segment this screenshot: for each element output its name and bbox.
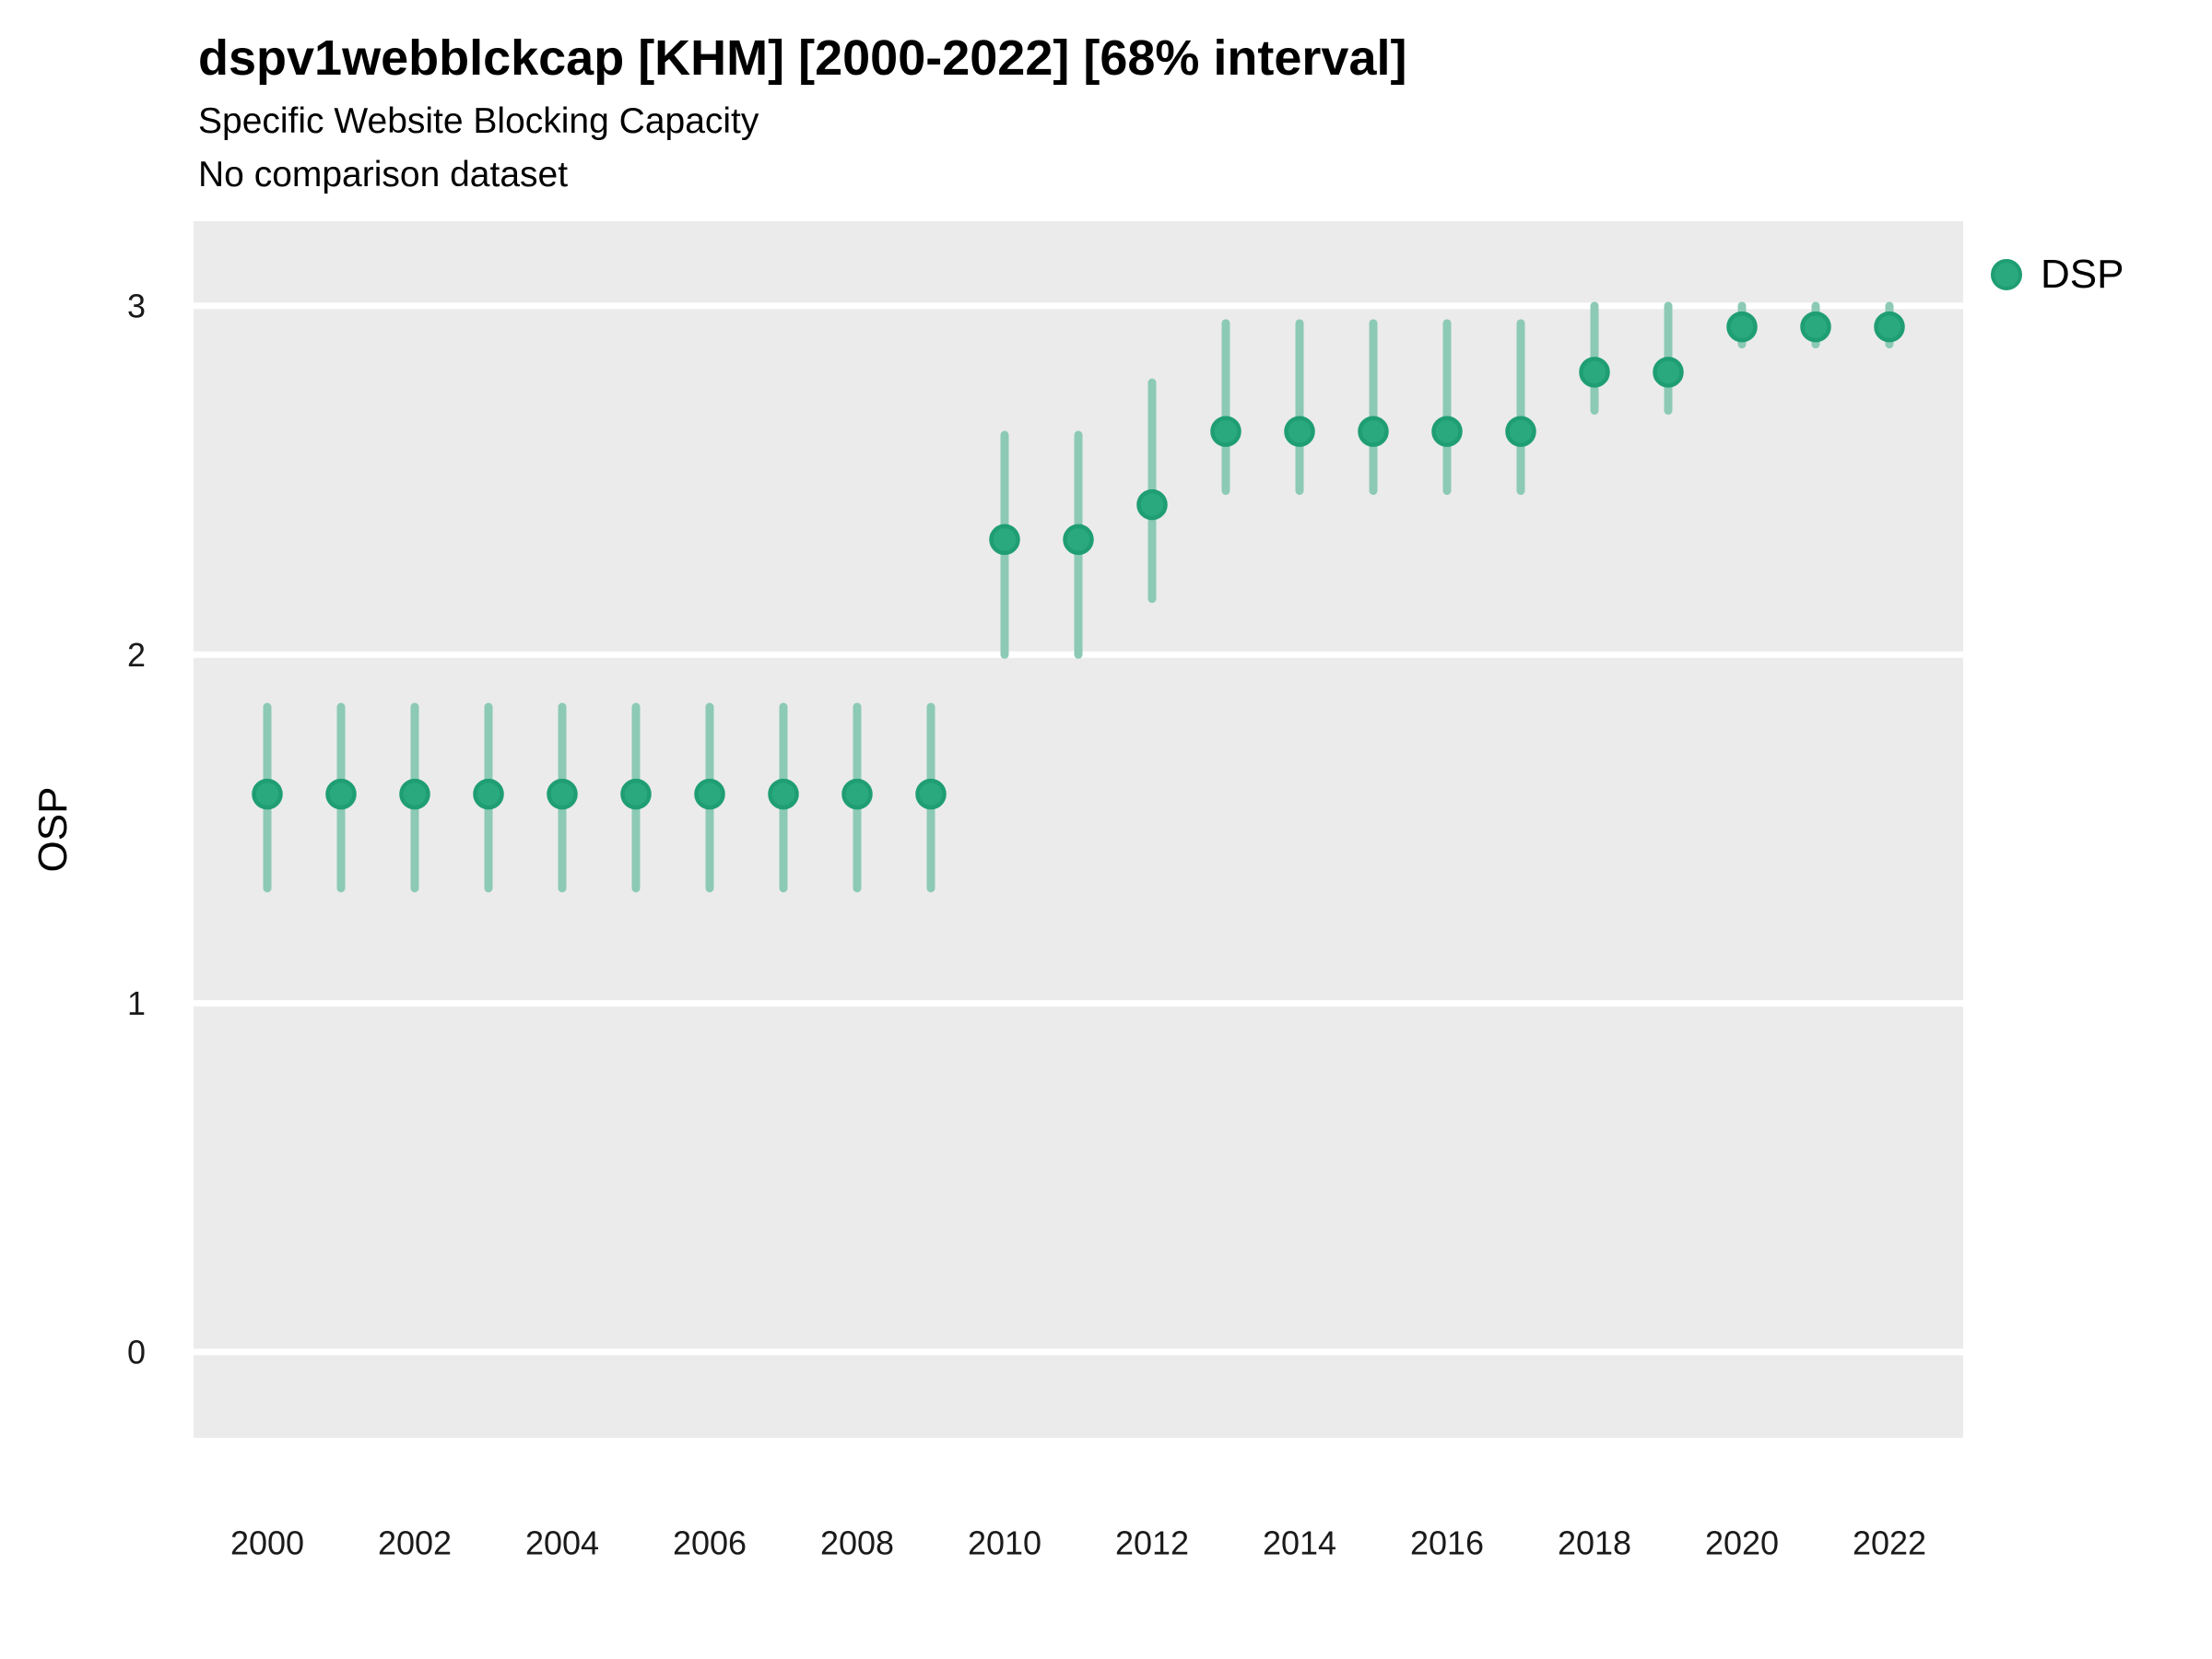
data-point-2013 (1210, 416, 1241, 447)
x-tick-label: 2008 (820, 1524, 894, 1562)
x-tick-label: 2018 (1558, 1524, 1631, 1562)
data-point-2022 (1874, 311, 1905, 343)
data-point-2015 (1358, 416, 1389, 447)
data-point-2000 (252, 778, 283, 810)
data-point-2019 (1653, 357, 1684, 388)
data-point-2020 (1726, 311, 1758, 343)
data-point-2001 (325, 778, 357, 810)
legend-series-label: DSP (2041, 252, 2124, 297)
chart-subtitle: Specific Website Blocking Capacity (198, 101, 759, 141)
x-tick-label: 2020 (1705, 1524, 1779, 1562)
y-tick-label: 0 (127, 1333, 146, 1371)
legend: DSP (1991, 254, 2124, 295)
legend-point-icon (1991, 259, 2022, 290)
data-point-2018 (1579, 357, 1610, 388)
data-point-2004 (547, 778, 578, 810)
x-tick-label: 2010 (968, 1524, 1041, 1562)
data-point-2005 (620, 778, 652, 810)
x-tick-label: 2002 (378, 1524, 452, 1562)
data-point-2016 (1431, 416, 1463, 447)
data-point-2011 (1063, 524, 1094, 556)
x-tick-label: 2006 (673, 1524, 747, 1562)
x-tick-label: 2004 (525, 1524, 599, 1562)
x-tick-label: 2000 (230, 1524, 304, 1562)
data-point-2014 (1284, 416, 1315, 447)
data-point-2008 (841, 778, 873, 810)
y-tick-label: 3 (127, 287, 146, 324)
panel-background (194, 221, 1963, 1438)
data-point-2003 (473, 778, 504, 810)
data-point-2012 (1136, 488, 1168, 521)
y-tick-label: 1 (127, 984, 146, 1022)
x-tick-label: 2022 (1853, 1524, 1926, 1562)
data-point-2010 (989, 524, 1020, 556)
x-tick-label: 2014 (1263, 1524, 1336, 1562)
data-point-2009 (915, 778, 947, 810)
x-tick-label: 2012 (1115, 1524, 1189, 1562)
data-point-2002 (399, 778, 430, 810)
data-point-2021 (1800, 311, 1831, 343)
data-point-2017 (1505, 416, 1536, 447)
chart-caption: No comparison dataset (198, 155, 569, 194)
data-point-2006 (694, 778, 725, 810)
data-point-2007 (768, 778, 799, 810)
chart-title: dspv1webblckcap [KHM] [2000-2022] [68% i… (198, 30, 1407, 86)
x-tick-label: 2016 (1410, 1524, 1484, 1562)
y-tick-label: 2 (127, 636, 146, 674)
